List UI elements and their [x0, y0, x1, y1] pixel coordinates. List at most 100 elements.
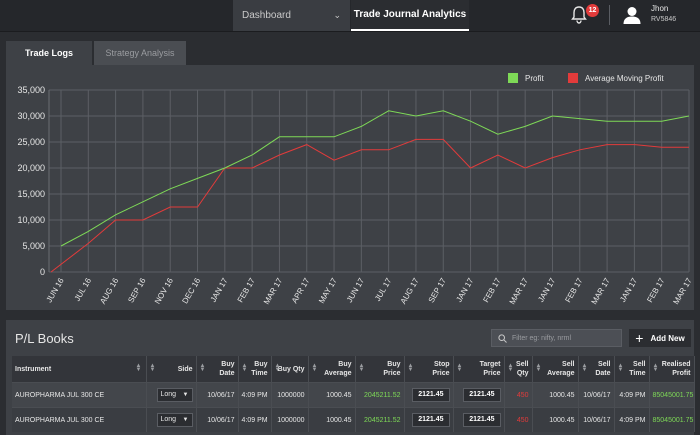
dashboard-menu[interactable]: Dashboard ⌄ [233, 0, 350, 31]
sort-icon[interactable]: ▲ ▼ [507, 363, 514, 373]
y-tick-label: 5,000 [22, 241, 45, 251]
x-tick-label: AUG 16 [98, 276, 120, 306]
stop-price-field[interactable]: 2121.45 [412, 413, 450, 427]
x-tick-label: FEB 17 [236, 276, 257, 304]
user-id: RV5846 [651, 16, 677, 23]
column-header-label: Buy Time [251, 361, 268, 377]
sort-icon[interactable]: ▲ ▼ [617, 363, 624, 373]
filter-input[interactable]: Filter eg: nifty, nrml [491, 329, 622, 347]
table-cell: 1000000 [271, 382, 309, 408]
cell-value: 1000000 [277, 416, 305, 424]
column-header-label: Sell Average [547, 361, 575, 377]
sort-icon[interactable]: ▲ ▼ [241, 363, 248, 373]
user-avatar-icon[interactable] [622, 5, 642, 25]
pl-books-panel: P/L Books Filter eg: nifty, nrml + Add N… [6, 320, 695, 435]
table-cell: 450 [504, 382, 533, 408]
sort-icon[interactable]: ▲ ▼ [652, 363, 659, 373]
cell-value: 450 [516, 391, 529, 399]
column-header[interactable]: ▲ ▼ Sell Date [578, 356, 615, 383]
column-header[interactable]: ▲ ▼ Buy Time [238, 356, 272, 383]
sort-icon[interactable]: ▲ ▼ [407, 363, 414, 373]
x-tick-label: FEB 17 [645, 276, 666, 304]
column-header[interactable]: ▲ ▼ Sell Time [614, 356, 650, 383]
y-tick-label: 20,000 [17, 163, 45, 173]
sort-icon[interactable]: ▲ ▼ [135, 363, 142, 373]
divider [609, 5, 610, 25]
column-header-label: Buy Date [219, 361, 235, 377]
side-select[interactable]: Long ▼ [156, 388, 193, 402]
column-header[interactable]: ▲ ▼ Buy Price [355, 356, 405, 383]
section-title: P/L Books [15, 331, 74, 346]
column-header[interactable]: ▲ ▼ Buy Qty [271, 356, 309, 383]
column-header[interactable]: ▲ ▼ Sell Average [532, 356, 579, 383]
cell-value: 1000.45 [326, 416, 352, 424]
sort-icon[interactable]: ▲ ▼ [456, 363, 463, 373]
add-new-button[interactable]: + Add New [629, 329, 691, 347]
sort-icon[interactable]: ▲ ▼ [311, 363, 318, 373]
top-navbar: Dashboard ⌄ Trade Journal Analytics 12 J… [0, 0, 700, 32]
column-header[interactable]: ▲ ▼ Buy Average [308, 356, 356, 383]
x-tick-label: JAN 17 [536, 276, 557, 304]
table-cell: 1000.45 [308, 407, 356, 432]
column-header-label: Sell Date [595, 361, 611, 377]
table-cell: AUROPHARMA JUL 300 CE [12, 407, 147, 432]
table-cell: 2121.45 [453, 407, 505, 432]
sort-icon[interactable]: ▲ ▼ [274, 363, 281, 373]
bell-icon[interactable] [571, 6, 587, 24]
table-cell: 450 [504, 407, 533, 432]
x-tick-label: JUN 17 [345, 276, 366, 304]
x-tick-label: MAR 17 [671, 276, 694, 306]
table-header: ▲ ▼ Instrument ▲ ▼ Side ▲ ▼ Buy Date ▲ ▼ Buy Time ▲ ▼… [12, 356, 695, 383]
table-cell: 1000.45 [308, 382, 356, 408]
sort-icon[interactable]: ▲ ▼ [358, 363, 365, 373]
target-price-field[interactable]: 2121.45 [463, 413, 501, 427]
target-price-field[interactable]: 2121.45 [463, 388, 501, 402]
search-icon [498, 333, 507, 343]
table-cell: 4:09 PM [238, 382, 272, 408]
column-header[interactable]: ▲ ▼ Side [146, 356, 197, 383]
sort-icon[interactable]: ▲ ▼ [581, 363, 588, 373]
column-header-label: Realised Profit [661, 361, 691, 377]
column-header-label: Buy Qty [277, 365, 305, 373]
legend-swatch-profit [508, 73, 518, 83]
column-header[interactable]: ▲ ▼ Stop Price [404, 356, 454, 383]
legend-item-profit: Profit [508, 73, 544, 83]
tab-trade-journal-analytics[interactable]: Trade Journal Analytics [351, 0, 469, 31]
x-tick-label: APR 17 [290, 276, 312, 305]
cell-value: 450 [516, 416, 529, 424]
column-header[interactable]: ▲ ▼ Target Price [453, 356, 505, 383]
y-tick-label: 30,000 [17, 111, 45, 121]
column-header[interactable]: ▲ ▼ Buy Date [196, 356, 239, 383]
column-header[interactable]: ▲ ▼ Instrument [12, 356, 147, 383]
y-tick-label: 35,000 [17, 85, 45, 95]
table-cell: Long ▼ [146, 407, 197, 432]
table-cell: 4:09 PM [238, 407, 272, 432]
sort-icon[interactable]: ▲ ▼ [199, 363, 206, 373]
sort-icon[interactable]: ▲ ▼ [535, 363, 542, 373]
table-row[interactable]: AUROPHARMA JUL 300 CE Long ▼ 10/06/17 4:09 P… [12, 382, 695, 408]
column-header-label: Sell Time [629, 361, 646, 377]
x-tick-label: MAR 17 [508, 276, 531, 306]
x-tick-label: MAR 17 [262, 276, 285, 306]
table-row[interactable]: AUROPHARMA JUL 300 CE Long ▼ 10/06/17 4:09 P… [12, 407, 695, 432]
tab-trade-logs[interactable]: Trade Logs [6, 41, 92, 65]
legend-swatch-moving [568, 73, 578, 83]
dashboard-label: Dashboard [242, 10, 291, 21]
column-header[interactable]: ▲ ▼ Sell Qty [504, 356, 533, 383]
legend-item-moving: Average Moving Profit [568, 73, 664, 83]
table-cell: 4:09 PM [614, 407, 650, 432]
cell-value: 1000.45 [549, 391, 575, 399]
column-header-label: Buy Price [383, 361, 401, 377]
stop-price-field[interactable]: 2121.45 [412, 388, 450, 402]
sort-icon[interactable]: ▲ ▼ [149, 363, 156, 373]
side-select[interactable]: Long ▼ [156, 413, 193, 427]
table-cell: 2121.45 [404, 407, 454, 432]
cell-value: 2045211.52 [364, 391, 401, 399]
cell-value: 10/06/17 [583, 416, 611, 424]
x-tick-label: JUN 16 [45, 276, 66, 304]
column-header[interactable]: ▲ ▼ Realised Profit [649, 356, 695, 383]
tab-strategy-analysis[interactable]: Strategy Analysis [94, 41, 186, 65]
trade-journal-label: Trade Journal Analytics [353, 9, 467, 20]
table-cell: 2121.45 [404, 382, 454, 408]
side-select-value: Long [160, 416, 177, 423]
